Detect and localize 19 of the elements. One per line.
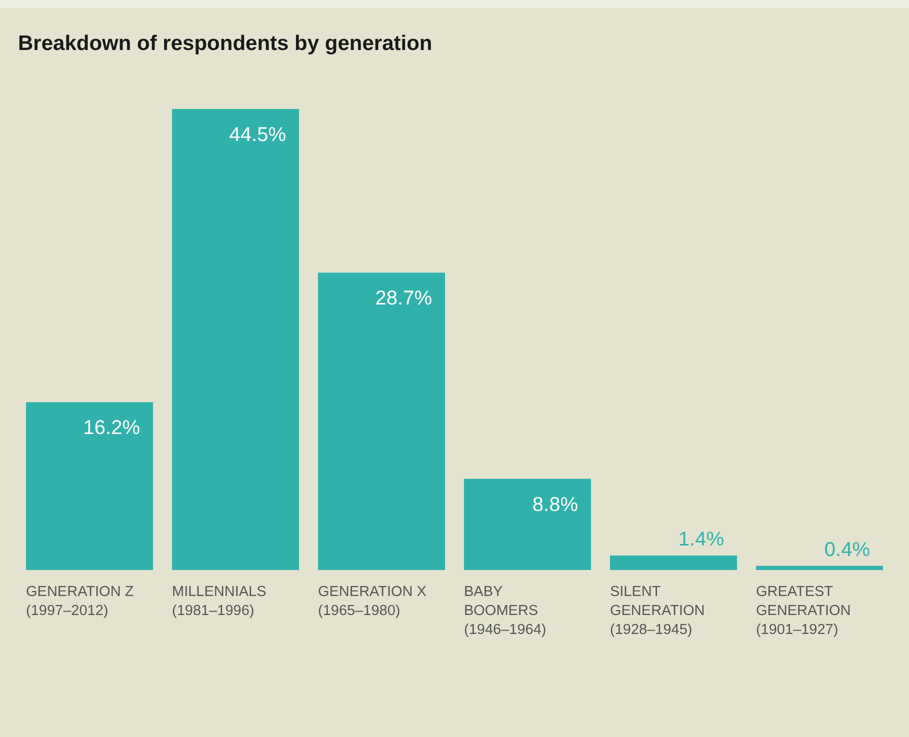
data-label: 28.7% [375,288,432,310]
data-label: 0.4% [824,538,870,561]
data-label: 16.2% [83,417,140,440]
bar [26,402,154,570]
x-tick-label: GREATEST GENERATION (1901–1927) [756,584,851,638]
bar [172,109,300,570]
bar [318,272,446,570]
x-tick-label: BABY BOOMERS (1946–1964) [464,584,546,638]
data-label: 1.4% [678,528,724,550]
bar [756,566,883,570]
chart-title: Breakdown of respondents by generation [18,32,432,55]
bar [464,478,592,570]
x-tick-label: SILENT GENERATION (1928–1945) [610,584,705,638]
x-tick-label: MILLENNIALS (1981–1996) [172,584,266,619]
x-tick-label: GENERATION Z (1997–2012) [26,584,134,619]
data-label: 8.8% [532,494,578,516]
data-label: 44.5% [229,124,286,146]
bar [610,555,738,570]
x-tick-label: GENERATION X (1965–1980) [318,584,427,619]
